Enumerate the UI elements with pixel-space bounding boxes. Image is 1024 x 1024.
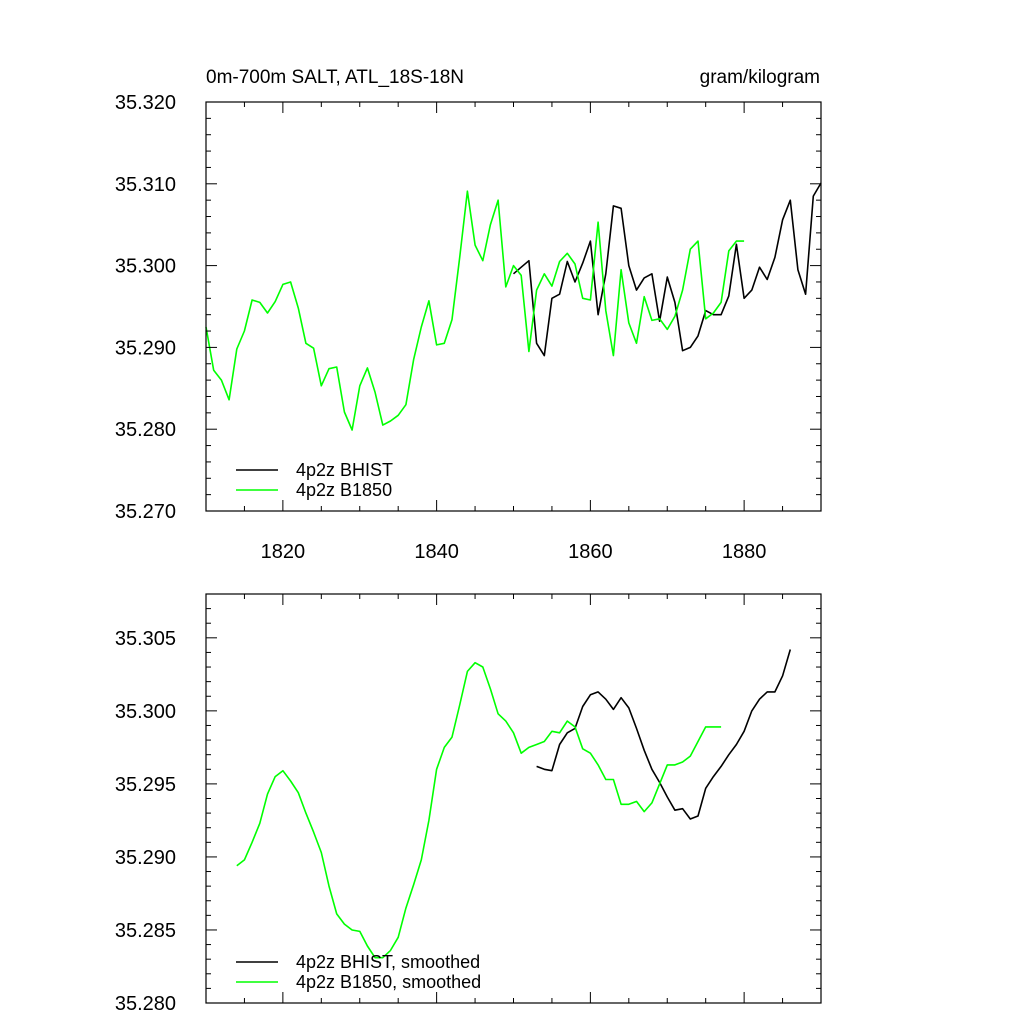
legend-label-bhist: 4p2z BHIST xyxy=(296,460,393,480)
legend-label-b1850-smoothed: 4p2z B1850, smoothed xyxy=(296,972,481,992)
y-tick-label: 35.280 xyxy=(115,419,176,441)
series-line-0-1 xyxy=(205,190,745,431)
y-tick-label: 35.270 xyxy=(115,501,176,523)
x-tick-label: 1860 xyxy=(568,541,613,563)
y-tick-label: 35.280 xyxy=(115,993,176,1015)
smoothed-series-layer xyxy=(236,649,792,959)
raw-series-layer xyxy=(205,182,822,431)
legend-label-b1850: 4p2z B1850 xyxy=(296,480,392,500)
panel-title: 0m-700m SALT, ATL_18S-18N xyxy=(206,67,464,88)
series-line-1-0 xyxy=(536,649,792,820)
units-label: gram/kilogram xyxy=(700,67,820,88)
y-tick-label: 35.285 xyxy=(115,920,176,942)
plot-frame xyxy=(205,593,822,1004)
raw-axes-layer: 1820 1840 1860 1880 35.270 35.280 35.290 35.300… xyxy=(115,92,822,563)
series-line-0-0 xyxy=(512,182,822,357)
y-tick-label: 35.305 xyxy=(115,628,176,650)
y-tick-label: 35.295 xyxy=(115,774,176,796)
x-tick-label: 1820 xyxy=(261,541,306,563)
raw-legend: 4p2z BHIST 4p2z B1850 xyxy=(236,460,393,500)
smoothed-axes-layer: 35.280 35.285 35.290 35.295 35.300 35.305 xyxy=(115,593,822,1015)
y-tick-label: 35.300 xyxy=(115,256,176,278)
smoothed-legend: 4p2z BHIST, smoothed 4p2z B1850, smoothe… xyxy=(236,952,481,992)
x-tick-label: 1880 xyxy=(722,541,767,563)
top-panel-raw: 1820 1840 1860 1880 35.270 35.280 35.290 35.300… xyxy=(115,92,822,563)
legend-label-bhist-smoothed: 4p2z BHIST, smoothed xyxy=(296,952,480,972)
y-tick-label: 35.320 xyxy=(115,92,176,114)
y-tick-label: 35.290 xyxy=(115,847,176,869)
y-tick-label: 35.300 xyxy=(115,701,176,723)
bottom-panel-smoothed: 35.280 35.285 35.290 35.295 35.300 35.305 4p2… xyxy=(115,593,822,1015)
y-tick-label: 35.290 xyxy=(115,337,176,359)
y-tick-label: 35.310 xyxy=(115,174,176,196)
series-line-1-1 xyxy=(236,661,722,959)
x-tick-label: 1840 xyxy=(414,541,459,563)
